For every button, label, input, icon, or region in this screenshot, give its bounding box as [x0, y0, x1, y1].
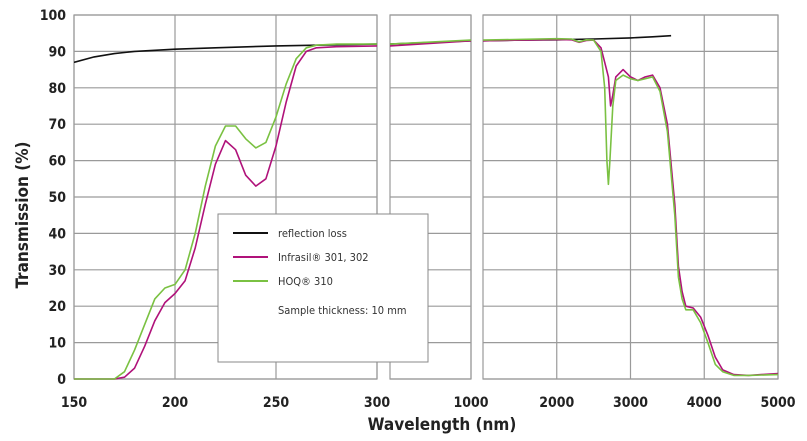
x-tick-label: 250 [263, 395, 290, 411]
legend-entry: HOQ® 310 [278, 275, 333, 288]
legend-entry: Infrasil® 301, 302 [278, 251, 369, 264]
axis-ticks: 150 200 250 300 1000 2000 3000 4000 5000 0 10 20 30 4… [40, 8, 796, 411]
legend: reflection loss Infrasil® 301, 302 HOQ® 31… [217, 213, 429, 363]
y-tick-label: 70 [48, 117, 66, 133]
series-line [74, 43, 377, 380]
panel-frame [482, 14, 779, 380]
y-axis-title: Transmission (%) [13, 141, 33, 288]
x-tick-label: 1000 [453, 395, 488, 411]
legend-box [217, 213, 429, 363]
y-tick-label: 10 [48, 336, 66, 352]
x-tick-label: 3000 [613, 395, 648, 411]
series-line [390, 39, 471, 45]
y-tick-label: 40 [48, 226, 66, 242]
y-tick-label: 60 [48, 154, 66, 170]
legend-entry: reflection loss [278, 227, 347, 240]
y-tick-label: 100 [40, 8, 67, 24]
y-tick-label: 80 [48, 81, 66, 97]
panel-frame [73, 14, 378, 380]
series-line [483, 37, 778, 377]
y-tick-label: 90 [48, 44, 66, 60]
x-tick-label: 2000 [539, 395, 574, 411]
panel-frame [389, 14, 472, 380]
legend-note: Sample thickness: 10 mm [278, 304, 407, 317]
y-tick-label: 20 [48, 299, 66, 315]
x-tick-label: 300 [364, 395, 391, 411]
x-tick-label: 200 [162, 395, 189, 411]
series-line [390, 40, 471, 47]
series-line [74, 45, 377, 380]
data-curves [74, 34, 778, 380]
x-tick-label: 4000 [687, 395, 722, 411]
x-tick-label: 5000 [760, 395, 795, 411]
y-tick-label: 50 [48, 190, 66, 206]
x-tick-label: 150 [61, 395, 88, 411]
y-tick-label: 30 [48, 263, 66, 279]
y-tick-label: 0 [57, 372, 66, 388]
x-axis-title: Wavelength (nm) [368, 415, 517, 435]
